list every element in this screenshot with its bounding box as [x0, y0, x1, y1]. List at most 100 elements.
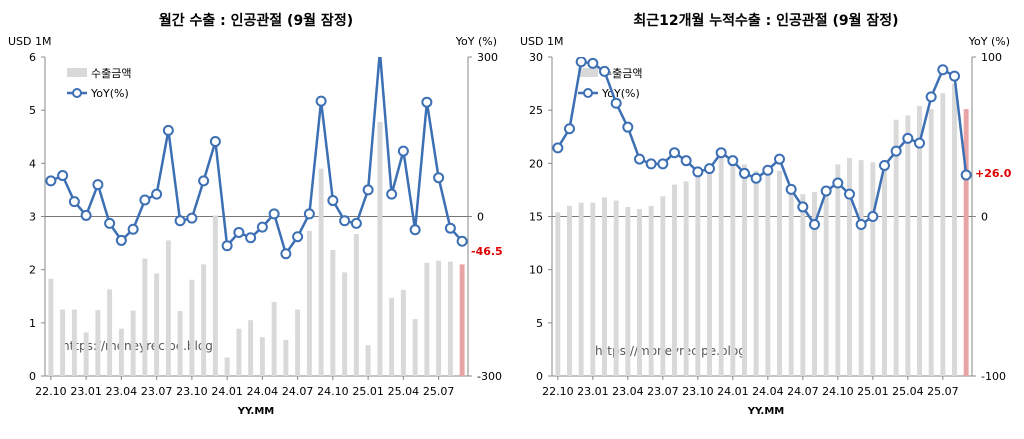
chart-1-yoy-point: [104, 217, 116, 229]
chart-1-yoy-point: [68, 196, 80, 208]
chart-1-bar: [377, 121, 383, 376]
chart-1-yoy-point: [245, 232, 257, 244]
chart-2-x-tick-label: 23.01: [577, 385, 609, 398]
chart-1-yoy-point: [209, 136, 221, 148]
chart-1-yoy-point: [139, 194, 151, 206]
chart-2-y-left-tick-label: 15: [529, 211, 543, 224]
chart-1-bar: [130, 310, 136, 376]
chart-1-yoy-point: [186, 212, 198, 224]
chart-1-yoy-point: [362, 184, 374, 196]
chart-1-yoy-point: [80, 209, 92, 221]
chart-1-yoy-point: [339, 215, 351, 227]
chart-1-bar: [236, 328, 242, 376]
chart-1-bar: [224, 357, 230, 376]
chart-2-y-right-label: YoY (%): [968, 35, 1010, 48]
chart-1-yoy-point: [409, 224, 421, 236]
chart-2-bar: [870, 162, 876, 376]
chart-2-bar: [952, 83, 957, 376]
chart-1-yoy-point: [378, 57, 382, 58]
chart-1-x-tick-label: 24.04: [247, 385, 279, 398]
chart-2-plot: 0 5 10 15 20 25 30 -100 0 100 22.10 23.01 23.04 23.07…: [529, 51, 1012, 398]
chart-2-x-tick-label: 24.04: [752, 385, 784, 398]
chart-2-yoy-point: [750, 172, 762, 184]
chart-2-bar: [917, 105, 922, 376]
chart-1-bar: [283, 339, 289, 376]
chart-2-yoy-point: [844, 188, 855, 200]
chart-2-x-tick-label: 25.04: [892, 385, 924, 398]
chart-1-yoy-point: [233, 226, 245, 238]
chart-2-bar: [625, 206, 631, 376]
chart-1-bar: [318, 168, 324, 376]
chart-2-yoy-point: [610, 97, 622, 109]
chart-2-bar: [788, 192, 794, 376]
chart-1-x-axis-label: YY.MM: [237, 406, 275, 417]
chart-1-yoy-point: [327, 195, 339, 207]
chart-1-x-tick-label: 23.04: [106, 385, 138, 398]
chart-1-y-left-tick-label: 5: [29, 104, 36, 117]
chart-1-bar: [71, 309, 77, 376]
chart-2-y-right-tick-label: 0: [981, 211, 988, 224]
chart-1-yoy-point: [350, 217, 362, 229]
chart-2-yoy-point: [785, 183, 797, 195]
chart-2-bar: [637, 209, 642, 376]
chart-2-x-tick-label: 25.01: [857, 385, 889, 398]
chart-2-yoy-point: [890, 145, 902, 157]
chart-1-y-left-tick-label: 6: [29, 51, 36, 64]
chart-2-yoy-point: [820, 185, 832, 197]
chart-1-bar: [330, 249, 336, 376]
chart-1-title: 월간 수출 : 인공관절 (9월 잠정): [159, 12, 353, 29]
chart-2-y-left-tick-label: 10: [529, 264, 543, 277]
chart-2-yoy-point: [832, 177, 844, 189]
chart-2-yoy-point: [575, 57, 587, 68]
chart-1-y-right-label: YoY (%): [455, 35, 497, 48]
chart-1-yoy-point: [256, 221, 268, 233]
chart-1-x-tick-label: 24.07: [282, 385, 314, 398]
chart-1-bar: [118, 328, 124, 376]
chart-2-bar: [613, 200, 619, 376]
chart-2-y-left-tick-label: 20: [529, 157, 543, 170]
chart-2-y-left-tick-label: 30: [529, 51, 543, 64]
chart-2-x-tick-label: 23.07: [647, 385, 679, 398]
chart-1-bar: [142, 258, 148, 376]
chart-1-bar: [165, 240, 171, 376]
chart-1-bar: [436, 260, 442, 376]
chart-2-bar: [602, 197, 607, 376]
chart-1-x-tick-label: 22.10: [35, 385, 67, 398]
chart-2-yoy-point: [692, 166, 704, 178]
chart-1-bar: [189, 279, 195, 376]
chart-1-yoy-point: [92, 179, 104, 191]
chart-1-yoy-point: [303, 208, 315, 220]
chart-1-plot: 0 1 2 3 4 5 6 -300 0 300 22.10 23.01 23.04 23.07 23.10…: [29, 51, 503, 398]
chart-2-bar: [882, 160, 887, 376]
chart-1-yoy-point: [444, 222, 456, 234]
chart-2-bar: [893, 119, 899, 376]
chart-2-y-left-tick-label: 0: [536, 370, 543, 383]
chart-2-bar: [590, 202, 596, 376]
chart-2-bar: [660, 196, 666, 376]
chart-2-bar: [718, 156, 724, 376]
chart-1-bar: [400, 289, 406, 376]
chart-1-x-tick-label: 25.07: [423, 385, 455, 398]
chart-1-bar: [389, 297, 395, 376]
chart-1-last-value-label: -46.5: [471, 245, 503, 258]
chart-1-bar: [248, 320, 254, 376]
chart-1-y-left-label: USD 1M: [8, 35, 52, 48]
chart-1-legend-line-marker: [72, 88, 82, 98]
chart-2-x-tick-label: 24.01: [717, 385, 749, 398]
chart-1-bar: [306, 230, 312, 376]
chart-1-yoy-point: [433, 172, 445, 184]
chart-1-bar: [459, 264, 465, 376]
chart-2-bar: [753, 170, 759, 376]
chart-1-yoy-point: [174, 215, 186, 227]
chart-1-yoy-point: [57, 170, 69, 182]
chart-2-yoy-point: [727, 155, 739, 167]
chart-2-yoy-point: [914, 137, 925, 149]
chart-2-legend-bar-swatch: [578, 68, 598, 77]
chart-1-bar: [48, 278, 54, 376]
chart-2-bar: [567, 205, 572, 376]
chart-1-bar: [154, 273, 160, 376]
chart-2-bar: [823, 192, 829, 376]
chart-1-bar: [95, 310, 101, 376]
chart-2-yoy-point: [564, 123, 575, 135]
